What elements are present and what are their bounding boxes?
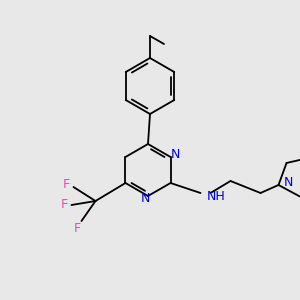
Text: F: F: [63, 178, 70, 190]
Text: N: N: [140, 191, 150, 205]
Text: NH: NH: [206, 190, 225, 202]
Text: N: N: [284, 176, 293, 188]
Text: F: F: [74, 223, 81, 236]
Text: N: N: [171, 148, 180, 161]
Text: F: F: [61, 199, 68, 212]
